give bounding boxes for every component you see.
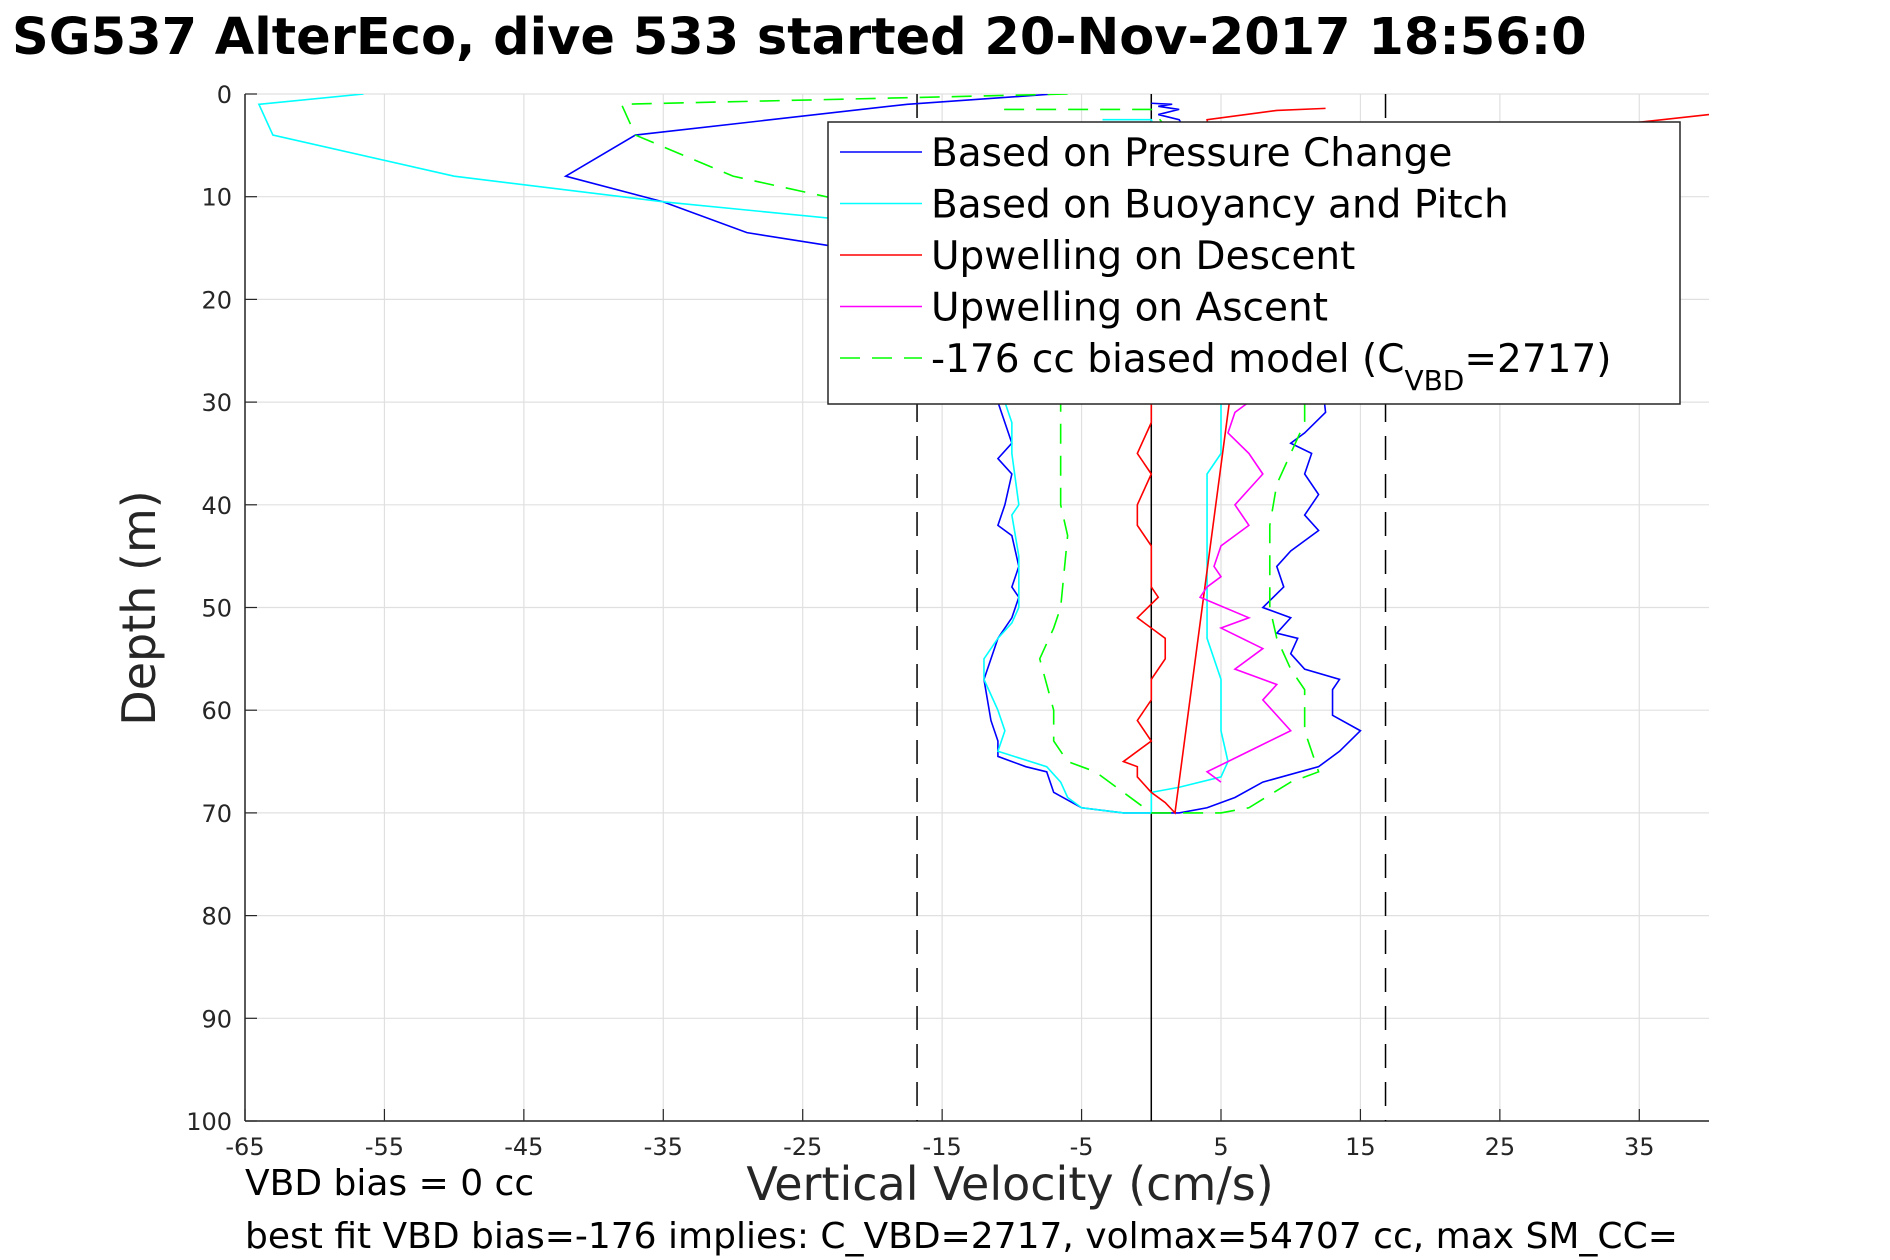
x-axis-label: Vertical Velocity (cm/s)	[746, 1157, 1273, 1211]
chart-title: SG537 AlterEco, dive 533 started 20-Nov-…	[12, 8, 1587, 67]
series-upwelling-on-ascent	[1198, 196, 1293, 783]
best-fit-text: best fit VBD bias=-176 implies: C_VBD=27…	[245, 1216, 1678, 1257]
x-tick-label: 15	[1345, 1133, 1376, 1161]
x-tick-label: -5	[1070, 1133, 1094, 1161]
legend: Based on Pressure Change Based on Buoyanc…	[827, 121, 1681, 405]
y-tick-label: 50	[201, 595, 232, 623]
x-tick-label: 35	[1624, 1133, 1655, 1161]
y-tick-label: 60	[201, 697, 232, 725]
x-tick-label: 5	[1213, 1133, 1228, 1161]
legend-entry: Upwelling on Ascent	[931, 286, 1328, 331]
legend-entry: Upwelling on Descent	[931, 234, 1355, 279]
x-tick-label: -45	[504, 1133, 543, 1161]
y-tick-label: 0	[217, 81, 232, 109]
x-tick-label: 25	[1485, 1133, 1516, 1161]
y-tick-label: 90	[201, 1005, 232, 1033]
x-tick-label: -35	[644, 1133, 683, 1161]
legend-model-sub: VBD	[1404, 364, 1464, 397]
series-based-on-pressure-change	[563, 94, 1362, 814]
y-tick-label: 80	[201, 903, 232, 931]
x-tick-label: -65	[225, 1133, 264, 1161]
y-tick-label: 30	[201, 389, 232, 417]
y-tick-label: 20	[201, 286, 232, 314]
x-tick-label: -55	[365, 1133, 404, 1161]
vbd-bias-text: VBD bias = 0 cc	[245, 1163, 535, 1204]
legend-box	[827, 121, 1681, 405]
legend-entry: -176 cc biased model (CVBD=2717)	[931, 337, 1612, 397]
y-tick-label: 40	[201, 492, 232, 520]
y-tick-label: 70	[201, 800, 232, 828]
x-tick-label: -25	[783, 1133, 822, 1161]
x-tick-label: -15	[923, 1133, 962, 1161]
y-tick-label: 100	[186, 1108, 232, 1136]
y-tick-label: 10	[201, 184, 232, 212]
legend-entry: Based on Buoyancy and Pitch	[931, 183, 1509, 228]
legend-entry: Based on Pressure Change	[931, 131, 1452, 176]
legend-model-suffix: =2717)	[1464, 337, 1611, 382]
legend-model-prefix: -176 cc biased model (C	[931, 337, 1404, 382]
y-axis-label: Depth (m)	[112, 490, 166, 725]
